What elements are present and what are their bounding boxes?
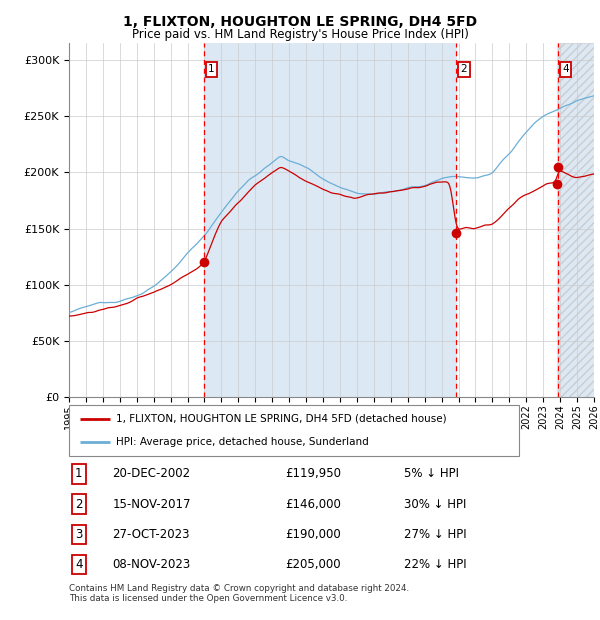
Bar — [204, 43, 457, 397]
Text: 4: 4 — [562, 64, 569, 74]
Text: £146,000: £146,000 — [285, 498, 341, 511]
Text: 1, FLIXTON, HOUGHTON LE SPRING, DH4 5FD (detached house): 1, FLIXTON, HOUGHTON LE SPRING, DH4 5FD … — [116, 414, 447, 423]
Text: £119,950: £119,950 — [285, 467, 341, 481]
FancyBboxPatch shape — [69, 405, 519, 456]
Text: 4: 4 — [75, 558, 82, 571]
Bar — [557, 43, 594, 397]
Text: 1, FLIXTON, HOUGHTON LE SPRING, DH4 5FD: 1, FLIXTON, HOUGHTON LE SPRING, DH4 5FD — [123, 16, 477, 30]
Text: 2: 2 — [461, 64, 467, 74]
Bar — [558, 43, 594, 397]
Text: Price paid vs. HM Land Registry's House Price Index (HPI): Price paid vs. HM Land Registry's House … — [131, 28, 469, 41]
Text: HPI: Average price, detached house, Sunderland: HPI: Average price, detached house, Sund… — [116, 437, 369, 447]
Text: 1: 1 — [75, 467, 82, 481]
Text: 5% ↓ HPI: 5% ↓ HPI — [404, 467, 459, 481]
Text: 20-DEC-2002: 20-DEC-2002 — [112, 467, 190, 481]
Text: 30% ↓ HPI: 30% ↓ HPI — [404, 498, 466, 511]
Text: 27-OCT-2023: 27-OCT-2023 — [112, 528, 190, 541]
Text: £190,000: £190,000 — [285, 528, 341, 541]
Text: £205,000: £205,000 — [285, 558, 341, 571]
Text: 15-NOV-2017: 15-NOV-2017 — [112, 498, 191, 511]
Text: 2: 2 — [75, 498, 82, 511]
Text: 3: 3 — [75, 528, 82, 541]
Text: 27% ↓ HPI: 27% ↓ HPI — [404, 528, 466, 541]
Text: 08-NOV-2023: 08-NOV-2023 — [112, 558, 190, 571]
Text: 22% ↓ HPI: 22% ↓ HPI — [404, 558, 466, 571]
Text: 1: 1 — [208, 64, 215, 74]
Text: Contains HM Land Registry data © Crown copyright and database right 2024.
This d: Contains HM Land Registry data © Crown c… — [69, 584, 409, 603]
